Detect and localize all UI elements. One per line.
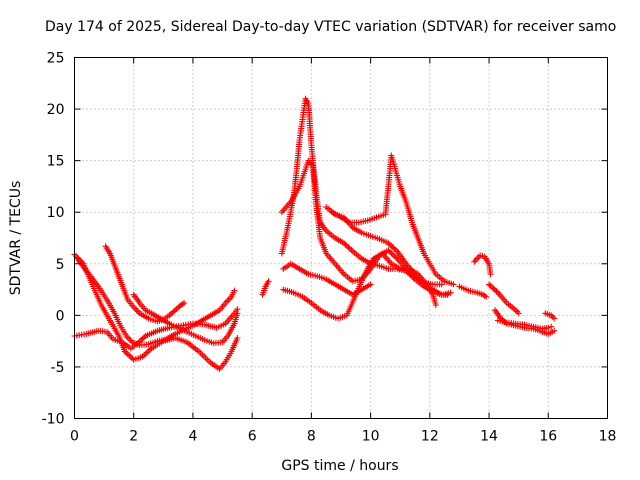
data-point	[392, 247, 399, 253]
y-tick-label: -10	[42, 412, 65, 428]
y-axis-label: SDTVAR / TECUs	[8, 181, 24, 296]
x-tick-label: 0	[70, 429, 79, 445]
x-tick-label: 2	[129, 429, 138, 445]
x-axis-label: GPS time / hours	[281, 458, 398, 474]
data-point	[265, 278, 272, 285]
data-point	[348, 247, 355, 253]
series-track-o	[486, 281, 522, 317]
series-track-e	[130, 291, 241, 347]
series-track-g	[278, 95, 454, 298]
data-point	[490, 285, 497, 292]
y-tick-label: 20	[47, 102, 65, 118]
data-point	[492, 286, 498, 293]
data-point	[450, 281, 457, 288]
y-tick-label: 5	[56, 257, 65, 273]
series-track-f	[259, 278, 272, 298]
data-point	[234, 310, 241, 317]
data-point	[145, 348, 152, 355]
data-point	[388, 242, 395, 249]
data-point	[139, 335, 146, 342]
x-tick-label: 6	[248, 429, 257, 445]
y-tick-label: 10	[47, 205, 65, 221]
data-point	[343, 242, 350, 249]
data-point	[345, 244, 352, 251]
data-point	[391, 252, 398, 259]
data-point	[341, 240, 347, 247]
data-point	[487, 271, 494, 278]
data-point	[483, 293, 490, 300]
data-point	[234, 335, 241, 341]
y-tick-label: -5	[51, 360, 65, 376]
data-point	[127, 354, 134, 360]
data-point	[551, 315, 558, 322]
data-point	[545, 324, 552, 331]
chart-title: Day 174 of 2025, Sidereal Day-to-day VTE…	[45, 19, 616, 35]
data-point	[386, 241, 393, 248]
axis-ticks	[74, 57, 608, 419]
x-tick-label: 18	[599, 429, 617, 445]
y-tick-label: 0	[56, 308, 65, 324]
data-point	[493, 288, 500, 295]
data-point	[444, 291, 451, 298]
data-point	[489, 284, 495, 291]
data-point	[142, 350, 149, 357]
series-track-m	[456, 283, 490, 300]
series-track-r	[542, 310, 558, 322]
series-track-l	[323, 204, 451, 298]
data-point	[231, 287, 238, 294]
plot-frame	[74, 57, 608, 419]
data-point	[181, 300, 188, 306]
data-point	[389, 244, 396, 251]
data-point	[126, 352, 133, 359]
data-point	[548, 323, 555, 330]
x-tick-label: 4	[188, 429, 197, 445]
series-track-i	[280, 250, 439, 322]
grid-lines	[74, 57, 608, 419]
series-track-c	[102, 243, 188, 325]
series-track-q	[494, 317, 555, 332]
data-point	[124, 351, 131, 358]
data-point	[144, 349, 150, 356]
data-point	[471, 258, 478, 265]
data-point	[551, 327, 558, 334]
data-point	[389, 251, 396, 258]
y-tick-label: 25	[47, 51, 65, 67]
data-point	[129, 355, 136, 362]
data-point	[138, 337, 145, 344]
x-tick-labels: 0 2 4 6 8 10 12 14 16 18	[70, 429, 616, 445]
x-tick-label: 10	[362, 429, 380, 445]
data-points	[71, 95, 558, 372]
data-point	[386, 248, 393, 255]
data-point	[487, 282, 494, 289]
data-point	[166, 312, 173, 319]
series-track-n	[471, 252, 494, 278]
series-track-h	[280, 260, 374, 298]
data-point	[133, 307, 140, 314]
data-point	[367, 281, 374, 288]
y-tick-labels: -10 -5 0 5 10 15 20 25	[42, 51, 65, 428]
data-point	[515, 310, 522, 317]
x-tick-label: 14	[480, 429, 498, 445]
x-tick-label: 12	[421, 429, 439, 445]
data-point	[432, 302, 439, 308]
x-tick-label: 16	[539, 429, 557, 445]
y-tick-label: 15	[47, 154, 65, 170]
data-point	[173, 305, 180, 312]
data-point	[391, 245, 398, 252]
data-point	[438, 281, 445, 288]
x-tick-label: 8	[307, 429, 316, 445]
series-track-k	[329, 152, 457, 288]
data-point	[486, 281, 493, 288]
data-point	[346, 245, 353, 252]
